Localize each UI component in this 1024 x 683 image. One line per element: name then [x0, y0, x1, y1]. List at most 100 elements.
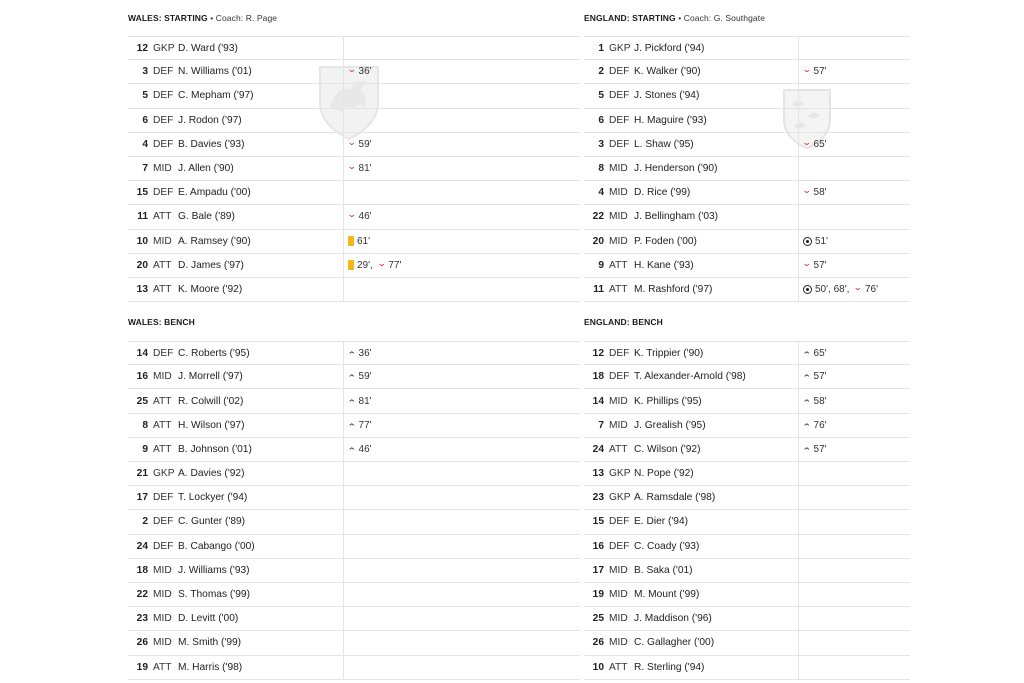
column-divider: [798, 132, 799, 156]
player-name: D. James ('97): [178, 259, 244, 271]
player-name: B. Davies ('93): [178, 138, 245, 150]
column-divider: [343, 84, 344, 108]
wales-starting-table: 12 GKP D. Ward ('93) 3 DEF N. Williams ('01) ⌄…: [128, 36, 580, 303]
player-events: ⌃ 81': [347, 389, 372, 412]
player-name: A. Davies ('92): [178, 468, 245, 480]
player-row: 25 MID J. Maddison ('96): [584, 607, 910, 632]
player-position: ATT: [609, 443, 628, 455]
player-name: T. Alexander-Arnold ('98): [634, 371, 746, 383]
sub-off-icon: ⌄: [346, 136, 357, 147]
player-name: M. Harris ('98): [178, 661, 243, 673]
player-number: 25: [136, 395, 148, 407]
sub-off-icon: ⌄: [346, 209, 357, 220]
column-divider: [798, 437, 799, 461]
player-number: 5: [142, 90, 148, 102]
player-name: H. Maguire ('93): [634, 114, 707, 126]
player-position: DEF: [609, 66, 630, 78]
player-name: M. Mount ('99): [634, 589, 700, 601]
player-number: 13: [592, 468, 604, 480]
column-divider: [343, 205, 344, 229]
player-row: 16 MID J. Morrell ('97) ⌃ 59': [128, 365, 580, 390]
event-minute: 81': [358, 163, 372, 175]
player-row: 20 ATT D. James ('97) 29', ⌄ 77': [128, 253, 580, 278]
player-name: K. Phillips ('95): [634, 395, 702, 407]
player-row: 19 ATT M. Harris ('98): [128, 655, 580, 680]
player-name: J. Grealish ('95): [634, 419, 706, 431]
england-panel: ENGLAND: STARTING • Coach: G. Southgate …: [584, 0, 910, 680]
event-minute: 59': [358, 371, 372, 383]
player-position: ATT: [153, 661, 172, 673]
player-position: MID: [609, 211, 628, 223]
column-divider: [798, 60, 799, 84]
sub-on-icon: ⌃: [346, 421, 357, 432]
player-row: 12 DEF K. Trippier ('90) ⌃ 65': [584, 341, 910, 366]
player-position: DEF: [153, 138, 174, 150]
match-event: 29',: [348, 260, 373, 271]
player-row: 12 GKP D. Ward ('93): [128, 36, 580, 61]
player-position: MID: [609, 613, 628, 625]
player-events: ⌄ 81': [347, 157, 372, 180]
sub-on-icon: ⌃: [801, 421, 812, 432]
column-divider: [798, 108, 799, 132]
player-name: L. Shaw ('95): [634, 138, 694, 150]
column-divider: [343, 534, 344, 558]
player-number: 9: [142, 443, 148, 455]
event-minute: 59': [358, 138, 372, 150]
player-row: 14 MID K. Phillips ('95) ⌃ 58': [584, 389, 910, 414]
player-position: DEF: [609, 90, 630, 102]
sub-off-icon: ⌄: [853, 281, 864, 292]
player-position: ATT: [609, 661, 628, 673]
player-events: ⌃ 76': [801, 414, 827, 437]
column-divider: [343, 37, 344, 60]
event-minute: 65': [813, 347, 827, 359]
column-divider: [343, 582, 344, 607]
player-name: J. Williams ('93): [178, 564, 250, 576]
england-starting-table: 1 GKP J. Pickford ('94) 2 DEF K. Walker ('90)…: [584, 36, 910, 303]
player-position: DEF: [609, 138, 630, 150]
match-event: ⌄ 57': [801, 257, 827, 271]
column-divider: [798, 342, 799, 365]
column-divider: [798, 156, 799, 181]
match-event: 50', 68',: [803, 284, 849, 295]
player-number: 22: [136, 589, 148, 601]
player-position: ATT: [153, 395, 172, 407]
match-event: 61': [348, 236, 370, 247]
event-minute: 46': [358, 443, 372, 455]
player-number: 24: [592, 443, 604, 455]
player-row: 6 DEF J. Rodon ('97): [128, 108, 580, 133]
player-row: 3 DEF N. Williams ('01) ⌄ 36': [128, 60, 580, 85]
player-position: GKP: [153, 42, 175, 54]
player-name: J. Allen ('90): [178, 163, 234, 175]
player-number: 19: [136, 661, 148, 673]
sub-on-icon: ⌃: [801, 397, 812, 408]
player-name: B. Cabango ('00): [178, 540, 255, 552]
player-name: T. Lockyer ('94): [178, 492, 248, 504]
player-number: 11: [593, 283, 604, 295]
player-name: G. Bale ('89): [178, 211, 235, 223]
column-divider: [798, 205, 799, 229]
match-event: ⌃ 57': [802, 443, 827, 456]
player-position: MID: [609, 637, 628, 649]
sub-off-icon: ⌄: [801, 136, 812, 147]
sub-off-icon: ⌄: [801, 257, 812, 268]
player-row: 9 ATT B. Johnson ('01) ⌃ 46': [128, 437, 580, 462]
player-row: 17 DEF T. Lockyer ('94): [128, 486, 580, 511]
player-row: 7 MID J. Allen ('90) ⌄ 81': [128, 156, 580, 182]
player-number: 16: [136, 371, 148, 383]
player-name: N. Williams ('01): [178, 66, 252, 78]
player-number: 5: [598, 90, 604, 102]
column-divider: [343, 132, 344, 156]
player-name: K. Trippier ('90): [634, 347, 704, 359]
player-events: ⌃ 57': [802, 438, 827, 461]
sub-on-icon: ⌃: [346, 373, 357, 384]
player-row: 10 MID A. Ramsey ('90) 61': [128, 229, 580, 254]
player-position: DEF: [609, 371, 630, 383]
player-position: ATT: [153, 283, 172, 295]
player-position: DEF: [609, 114, 630, 126]
player-number: 13: [136, 283, 148, 295]
column-divider: [798, 181, 799, 205]
player-row: 8 MID J. Henderson ('90): [584, 156, 910, 182]
player-position: MID: [153, 613, 172, 625]
player-row: 15 DEF E. Dier ('94): [584, 510, 910, 535]
event-minute: 77': [358, 419, 372, 431]
